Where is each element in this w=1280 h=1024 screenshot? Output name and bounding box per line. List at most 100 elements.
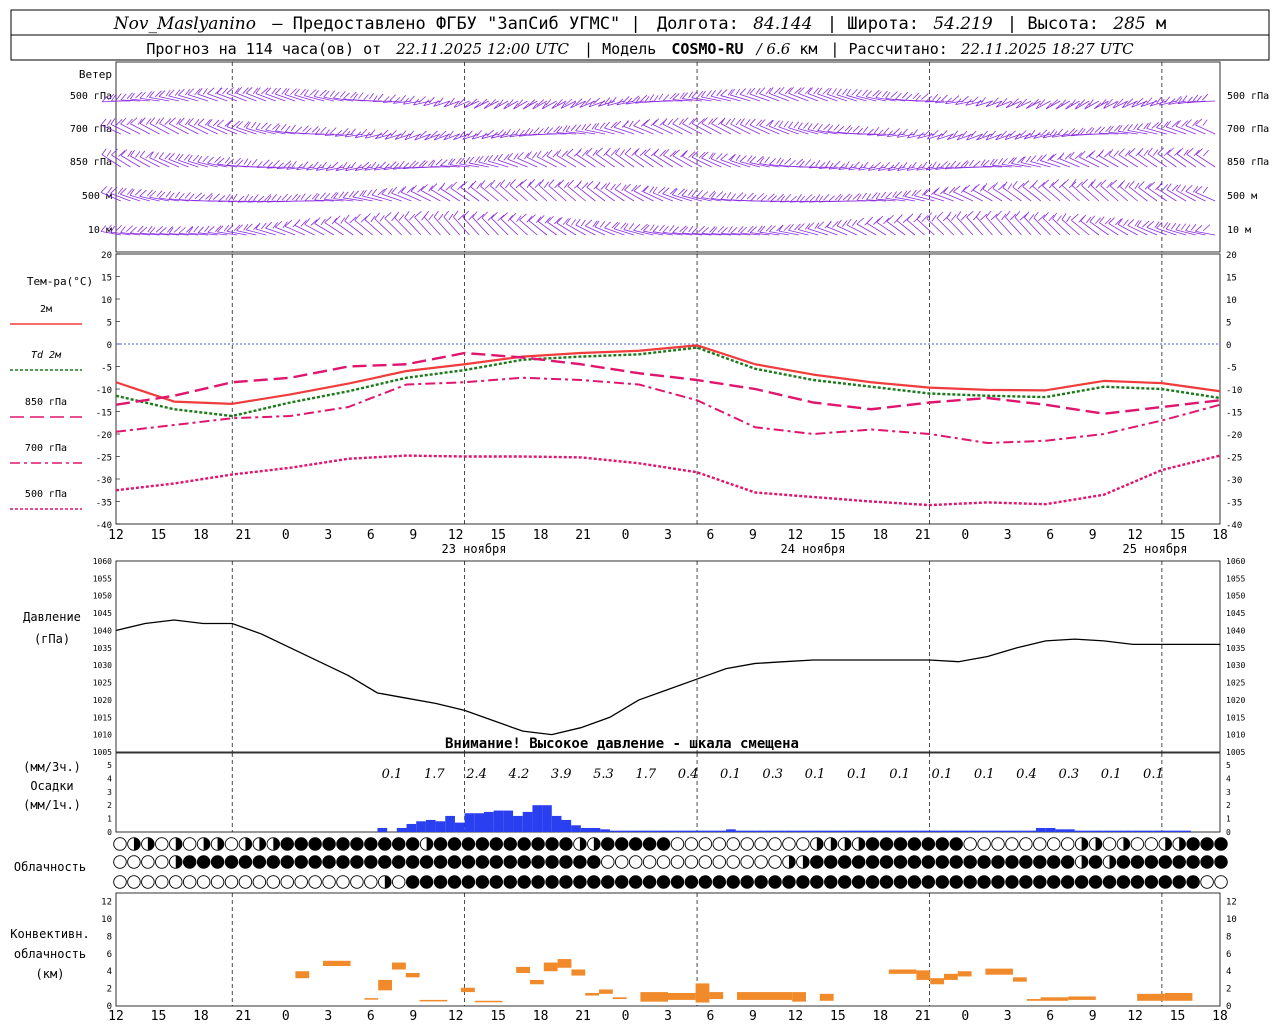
calc-time: 22.11.2025 18:27 UTC xyxy=(960,40,1134,58)
precip-bar xyxy=(474,813,484,832)
wind-barb xyxy=(923,188,945,202)
wind-barb xyxy=(433,130,451,141)
cloud-cover-circle xyxy=(461,837,476,851)
wind-barb xyxy=(768,87,790,102)
wind-level-label-right: 850 гПа xyxy=(1227,157,1269,168)
cloud-cover-circle xyxy=(712,855,727,869)
hour-label-bottom: 21 xyxy=(915,1009,931,1024)
hour-label-bottom: 0 xyxy=(282,1009,290,1024)
precip-total-label: 0.3 xyxy=(1058,767,1079,782)
wind-barb xyxy=(769,193,790,203)
wind-barb xyxy=(1158,96,1177,106)
cloud-cover-circle xyxy=(1144,837,1159,851)
cloud-cover-circle xyxy=(1172,855,1186,869)
wind-barb xyxy=(778,157,799,168)
cloud-cover-circle xyxy=(1116,855,1131,869)
cloud-cover-circle xyxy=(517,875,531,889)
cloud-cover-half xyxy=(1081,855,1088,869)
wind-barb xyxy=(1099,216,1119,236)
wind-barb xyxy=(946,130,964,141)
wind-barb xyxy=(836,88,857,102)
wind-barb xyxy=(914,93,935,102)
lon-label: Долгота: xyxy=(657,14,739,34)
day-label: 24 ноября xyxy=(780,542,845,556)
wind-barb xyxy=(158,190,180,202)
cloud-cover-circle xyxy=(141,855,155,869)
cloud-cover-circle xyxy=(531,837,545,851)
wind-barb xyxy=(720,89,741,102)
wind-barb xyxy=(1138,181,1158,202)
wind-barb xyxy=(720,191,741,202)
wind-barb xyxy=(567,179,586,202)
cloud-cover-circle xyxy=(935,837,950,851)
temp-ytick-left: -40 xyxy=(96,521,112,531)
precip-bar xyxy=(551,815,562,832)
precip-bar xyxy=(619,830,630,832)
wind-barb xyxy=(1089,126,1109,135)
wind-barb xyxy=(991,157,1012,168)
wind-barb xyxy=(344,214,364,236)
provider-text: — Предоставлено ФГБУ "ЗапСиб УГМС" | xyxy=(272,14,640,34)
cloud-cover-circle xyxy=(893,837,908,851)
precip-bar xyxy=(706,830,717,832)
wind-barb xyxy=(1081,179,1100,202)
hour-label-bottom: 6 xyxy=(1046,1009,1054,1024)
cloud-cover-circle xyxy=(182,855,197,869)
precip-bar xyxy=(464,813,475,832)
cloud-cover-circle xyxy=(196,855,211,869)
cloud-cover-circle xyxy=(1102,875,1117,889)
temp-ytick-right: 15 xyxy=(1226,274,1237,284)
cloud-cover-circle xyxy=(656,837,671,851)
cloud-cover-circle xyxy=(350,875,364,889)
wind-barb xyxy=(354,128,373,139)
wind-barb xyxy=(500,128,518,138)
hour-label-bottom: 18 xyxy=(872,1009,888,1024)
precip-bar xyxy=(919,830,930,832)
conv-cloud-bar xyxy=(944,973,958,980)
wind-barb xyxy=(274,220,296,236)
wind-barb xyxy=(885,191,906,202)
cloud-cover-circle xyxy=(503,855,517,869)
hour-label-temp: 9 xyxy=(749,528,757,543)
conv-ytick-right: 12 xyxy=(1226,898,1237,908)
wind-barb xyxy=(459,156,480,168)
cloud-cover-circle xyxy=(879,837,894,851)
conv-cloud-bar xyxy=(709,992,724,1000)
wind-barb xyxy=(295,193,315,202)
hour-label-temp: 6 xyxy=(707,528,715,543)
wind-barb xyxy=(1103,98,1119,109)
wind-barb xyxy=(207,87,228,102)
precip-bar xyxy=(977,830,988,832)
wind-barb xyxy=(354,161,373,171)
wind-barb xyxy=(304,126,325,135)
hour-label-temp: 21 xyxy=(575,528,591,543)
wind-barb xyxy=(788,223,809,236)
wind-barb xyxy=(1015,98,1032,109)
wind-barb xyxy=(100,224,121,236)
wind-barb xyxy=(284,124,305,135)
cloud-cover-half xyxy=(259,837,266,851)
precip-bar xyxy=(416,821,426,832)
wind-barb xyxy=(914,189,935,202)
cloud-cover-circle xyxy=(127,855,141,869)
wind-barb xyxy=(373,161,393,171)
wind-barb xyxy=(1045,99,1061,110)
conv-cloud-bar xyxy=(1068,996,1096,1000)
wind-barb xyxy=(188,192,209,202)
wind-barb xyxy=(1157,147,1177,168)
cloud-cover-circle xyxy=(935,875,950,889)
wind-barb xyxy=(595,181,615,202)
wind-barb xyxy=(826,88,848,102)
wind-barb xyxy=(304,192,325,202)
cloud-cover-circle xyxy=(740,837,754,851)
wind-barb xyxy=(1061,128,1080,137)
wind-barb xyxy=(896,128,916,138)
conv-ytick-right: 4 xyxy=(1226,967,1231,977)
wind-barb xyxy=(178,88,199,102)
cloud-cover-half xyxy=(217,837,224,851)
precip-bar xyxy=(987,830,998,832)
cloud-cover-circle xyxy=(475,837,490,851)
wind-barb xyxy=(537,215,557,236)
cloud-cover-circle xyxy=(1060,875,1075,889)
temp-series-line xyxy=(115,454,1221,507)
